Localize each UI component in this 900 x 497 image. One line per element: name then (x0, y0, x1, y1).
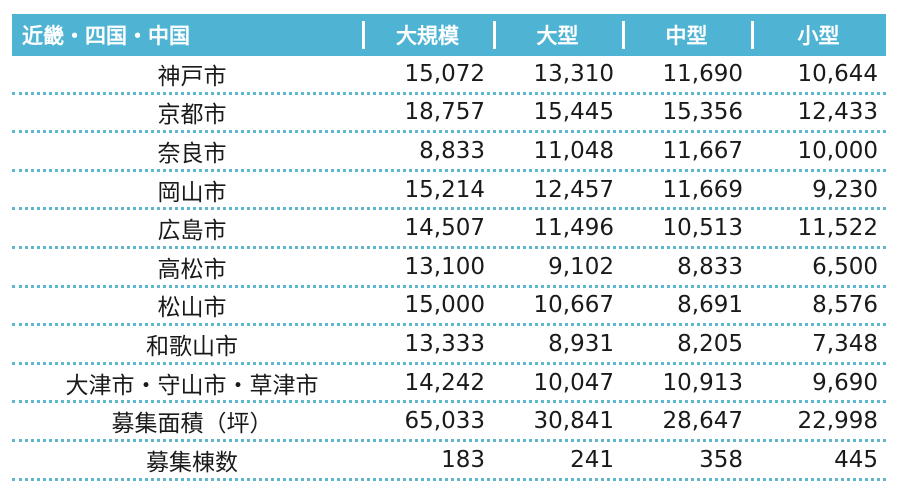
row-label: 岡山市 (157, 179, 227, 206)
row-label: 募集面積（坪） (111, 411, 273, 438)
value-cell: 8,205 (677, 330, 743, 357)
value-cell: 12,433 (797, 99, 878, 126)
value-cell: 15,445 (533, 99, 614, 126)
value-cell: 445 (834, 446, 878, 473)
value-cell: 65,033 (404, 408, 485, 435)
row-label: 京都市 (157, 102, 227, 129)
table-row: 京都市 18,757 15,445 15,356 12,433 (12, 95, 886, 134)
row-label: 募集棟数 (146, 449, 238, 476)
row-label: 高松市 (157, 256, 227, 283)
row-label: 広島市 (157, 218, 227, 245)
row-label: 奈良市 (157, 140, 227, 167)
value-cell: 15,214 (404, 176, 485, 203)
value-cell: 10,513 (662, 215, 743, 242)
value-cell: 11,522 (797, 215, 878, 242)
value-cell: 8,576 (812, 292, 878, 319)
value-cell: 10,667 (533, 292, 614, 319)
value-cell: 8,833 (419, 137, 485, 164)
column-header-medium: 中型 (622, 14, 751, 56)
table-row: 広島市 14,507 11,496 10,513 11,522 (12, 210, 886, 249)
value-cell: 10,913 (662, 369, 743, 396)
value-cell: 15,356 (662, 99, 743, 126)
column-header-small: 小型 (751, 14, 886, 56)
value-cell: 10,047 (533, 369, 614, 396)
table-row: 松山市 15,000 10,667 8,691 8,576 (12, 288, 886, 327)
table-row: 募集面積（坪） 65,033 30,841 28,647 22,998 (12, 403, 886, 442)
value-cell: 30,841 (533, 408, 614, 435)
value-cell: 6,500 (812, 253, 878, 280)
table-row: 大津市・守山市・草津市 14,242 10,047 10,913 9,690 (12, 365, 886, 404)
row-label: 松山市 (157, 295, 227, 322)
value-cell: 14,507 (404, 215, 485, 242)
value-cell: 28,647 (662, 408, 743, 435)
table-row: 奈良市 8,833 11,048 11,667 10,000 (12, 133, 886, 172)
value-cell: 14,242 (404, 369, 485, 396)
region-header: 近畿・四国・中国 (22, 24, 190, 48)
value-cell: 8,833 (677, 253, 743, 280)
value-cell: 15,072 (404, 60, 485, 87)
value-cell: 12,457 (533, 176, 614, 203)
value-cell: 18,757 (404, 99, 485, 126)
value-cell: 7,348 (812, 330, 878, 357)
value-cell: 13,100 (404, 253, 485, 280)
value-cell: 13,310 (533, 60, 614, 87)
row-label: 大津市・守山市・草津市 (65, 372, 319, 399)
column-header-large-scale: 大規模 (362, 14, 493, 56)
value-cell: 9,102 (548, 253, 614, 280)
value-cell: 11,496 (533, 215, 614, 242)
value-cell: 15,000 (404, 292, 485, 319)
table-row: 神戸市 15,072 13,310 11,690 10,644 (12, 56, 886, 95)
table-row: 募集棟数 183 241 358 445 (12, 442, 886, 481)
column-header-large: 大型 (493, 14, 622, 56)
value-cell: 9,690 (812, 369, 878, 396)
value-cell: 183 (441, 446, 485, 473)
table-header: 近畿・四国・中国 大規模 大型 中型 小型 (12, 14, 886, 56)
value-cell: 8,931 (548, 330, 614, 357)
value-cell: 10,000 (797, 137, 878, 164)
rent-table: 近畿・四国・中国 大規模 大型 中型 小型 神戸市 15,072 13,310 11,… (12, 14, 886, 481)
value-cell: 22,998 (797, 408, 878, 435)
value-cell: 10,644 (797, 60, 878, 87)
table-row: 和歌山市 13,333 8,931 8,205 7,348 (12, 326, 886, 365)
table-row: 高松市 13,100 9,102 8,833 6,500 (12, 249, 886, 288)
value-cell: 11,669 (662, 176, 743, 203)
table-row: 岡山市 15,214 12,457 11,669 9,230 (12, 172, 886, 211)
value-cell: 13,333 (404, 330, 485, 357)
value-cell: 11,667 (662, 137, 743, 164)
value-cell: 11,048 (533, 137, 614, 164)
value-cell: 358 (699, 446, 743, 473)
value-cell: 9,230 (812, 176, 878, 203)
row-label: 和歌山市 (146, 333, 238, 360)
row-label: 神戸市 (157, 63, 227, 90)
value-cell: 11,690 (662, 60, 743, 87)
value-cell: 8,691 (677, 292, 743, 319)
table-body: 神戸市 15,072 13,310 11,690 10,644 京都市 18,757 15,4… (12, 56, 886, 481)
value-cell: 241 (570, 446, 614, 473)
